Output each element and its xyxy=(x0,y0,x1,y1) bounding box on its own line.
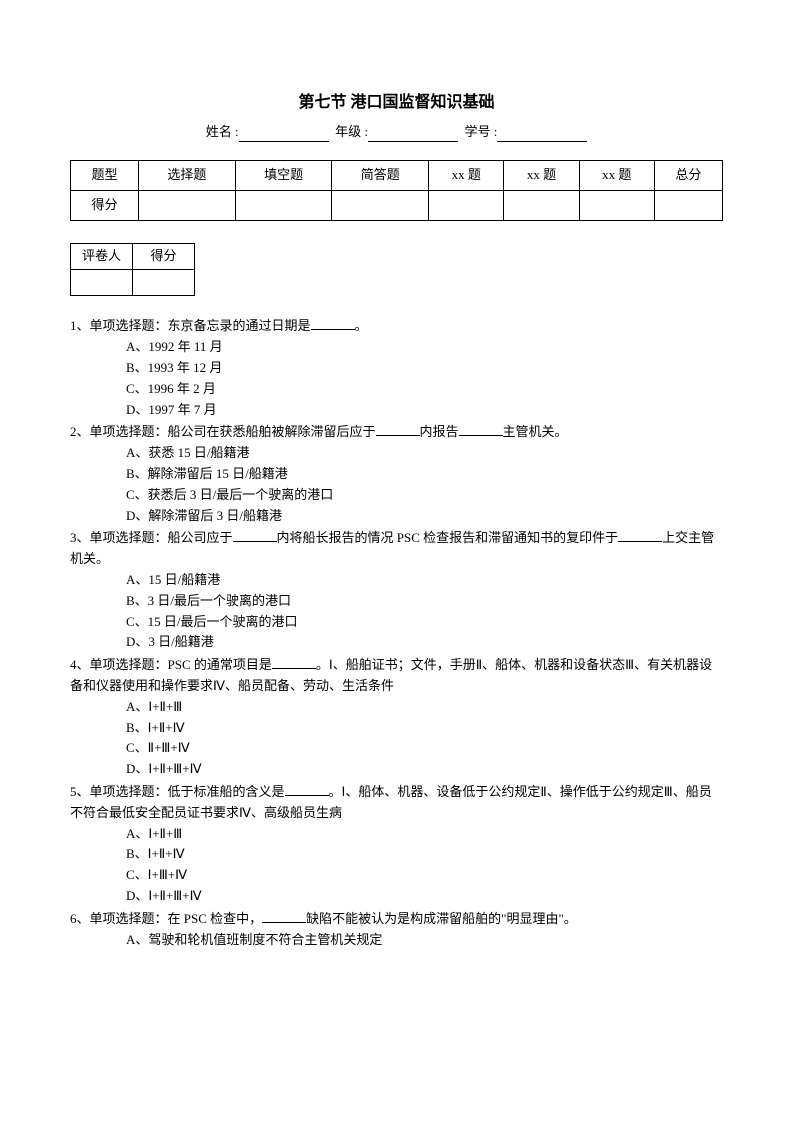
score-header-cell: 选择题 xyxy=(139,161,236,191)
question: 6、单项选择题：在 PSC 检查中，缺陷不能被认为是构成滞留船舶的"明显理由"。… xyxy=(70,909,723,951)
question-option: C、1996 年 2 月 xyxy=(70,379,723,400)
score-cell[interactable] xyxy=(429,191,504,221)
answer-blank[interactable] xyxy=(459,423,503,436)
question-option: D、Ⅰ+Ⅱ+Ⅲ+Ⅳ xyxy=(70,759,723,780)
question: 2、单项选择题：船公司在获悉船舶被解除滞留后应于内报告主管机关。A、获悉 15 … xyxy=(70,422,723,526)
score-header-row: 题型 选择题 填空题 简答题 xx 题 xx 题 xx 题 总分 xyxy=(71,161,723,191)
score-header-cell: 填空题 xyxy=(235,161,332,191)
question: 3、单项选择题：船公司应于内将船长报告的情况 PSC 检查报告和滞留通知书的复印… xyxy=(70,528,723,653)
score-cell[interactable] xyxy=(579,191,654,221)
grader-score-cell[interactable] xyxy=(133,270,195,296)
name-label: 姓名 : xyxy=(206,124,239,139)
answer-blank[interactable] xyxy=(262,910,306,923)
question-option: B、Ⅰ+Ⅱ+Ⅳ xyxy=(70,844,723,865)
question: 1、单项选择题：东京备忘录的通过日期是。A、1992 年 11 月B、1993 … xyxy=(70,316,723,420)
grader-table: 评卷人 得分 xyxy=(70,243,195,296)
score-header-cell: 简答题 xyxy=(332,161,429,191)
answer-blank[interactable] xyxy=(311,317,355,330)
score-header-cell: xx 题 xyxy=(579,161,654,191)
question-option: D、解除滞留后 3 日/船籍港 xyxy=(70,506,723,527)
question-option: B、Ⅰ+Ⅱ+Ⅳ xyxy=(70,718,723,739)
question-option: C、获悉后 3 日/最后一个驶离的港口 xyxy=(70,485,723,506)
question: 4、单项选择题：PSC 的通常项目是。Ⅰ、船舶证书；文件，手册Ⅱ、船体、机器和设… xyxy=(70,655,723,780)
answer-blank[interactable] xyxy=(376,423,420,436)
question-stem: 6、单项选择题：在 PSC 检查中，缺陷不能被认为是构成滞留船舶的"明显理由"。 xyxy=(70,909,723,930)
question-option: A、Ⅰ+Ⅱ+Ⅲ xyxy=(70,824,723,845)
score-header-cell: xx 题 xyxy=(504,161,579,191)
score-header-cell: xx 题 xyxy=(429,161,504,191)
answer-blank[interactable] xyxy=(272,656,316,669)
score-header-cell: 总分 xyxy=(654,161,722,191)
question-option: C、15 日/最后一个驶离的港口 xyxy=(70,612,723,633)
score-cell[interactable] xyxy=(139,191,236,221)
answer-blank[interactable] xyxy=(233,529,277,542)
questions-container: 1、单项选择题：东京备忘录的通过日期是。A、1992 年 11 月B、1993 … xyxy=(70,316,723,950)
question-option: B、1993 年 12 月 xyxy=(70,358,723,379)
id-blank[interactable] xyxy=(497,128,587,142)
question-option: B、解除滞留后 15 日/船籍港 xyxy=(70,464,723,485)
question-option: A、15 日/船籍港 xyxy=(70,570,723,591)
question-stem: 4、单项选择题：PSC 的通常项目是。Ⅰ、船舶证书；文件，手册Ⅱ、船体、机器和设… xyxy=(70,655,723,697)
question-option: C、Ⅱ+Ⅲ+Ⅳ xyxy=(70,738,723,759)
name-blank[interactable] xyxy=(239,128,329,142)
question-option: A、获悉 15 日/船籍港 xyxy=(70,443,723,464)
score-table: 题型 选择题 填空题 简答题 xx 题 xx 题 xx 题 总分 得分 xyxy=(70,160,723,221)
grade-blank[interactable] xyxy=(368,128,458,142)
score-cell[interactable] xyxy=(235,191,332,221)
question-stem: 3、单项选择题：船公司应于内将船长报告的情况 PSC 检查报告和滞留通知书的复印… xyxy=(70,528,723,570)
grade-label: 年级 : xyxy=(335,124,368,139)
answer-blank[interactable] xyxy=(285,783,329,796)
question-stem: 1、单项选择题：东京备忘录的通过日期是。 xyxy=(70,316,723,337)
score-row-label: 得分 xyxy=(71,191,139,221)
question: 5、单项选择题：低于标准船的含义是。Ⅰ、船体、机器、设备低于公约规定Ⅱ、操作低于… xyxy=(70,782,723,907)
question-stem: 5、单项选择题：低于标准船的含义是。Ⅰ、船体、机器、设备低于公约规定Ⅱ、操作低于… xyxy=(70,782,723,824)
grader-cell[interactable] xyxy=(71,270,133,296)
page-title: 第七节 港口国监督知识基础 xyxy=(70,90,723,116)
question-option: C、Ⅰ+Ⅲ+Ⅳ xyxy=(70,865,723,886)
score-cell[interactable] xyxy=(504,191,579,221)
grader-label: 评卷人 xyxy=(71,244,133,270)
question-option: A、驾驶和轮机值班制度不符合主管机关规定 xyxy=(70,930,723,951)
score-header-cell: 题型 xyxy=(71,161,139,191)
question-option: D、Ⅰ+Ⅱ+Ⅲ+Ⅳ xyxy=(70,886,723,907)
question-option: D、3 日/船籍港 xyxy=(70,632,723,653)
question-option: A、1992 年 11 月 xyxy=(70,337,723,358)
score-cell[interactable] xyxy=(332,191,429,221)
question-stem: 2、单项选择题：船公司在获悉船舶被解除滞留后应于内报告主管机关。 xyxy=(70,422,723,443)
question-option: A、Ⅰ+Ⅱ+Ⅲ xyxy=(70,697,723,718)
answer-blank[interactable] xyxy=(618,529,662,542)
question-option: D、1997 年 7 月 xyxy=(70,400,723,421)
score-cell[interactable] xyxy=(654,191,722,221)
score-value-row: 得分 xyxy=(71,191,723,221)
student-info-line: 姓名 : 年级 : 学号 : xyxy=(70,122,723,143)
question-option: B、3 日/最后一个驶离的港口 xyxy=(70,591,723,612)
id-label: 学号 : xyxy=(464,124,497,139)
grader-score-label: 得分 xyxy=(133,244,195,270)
